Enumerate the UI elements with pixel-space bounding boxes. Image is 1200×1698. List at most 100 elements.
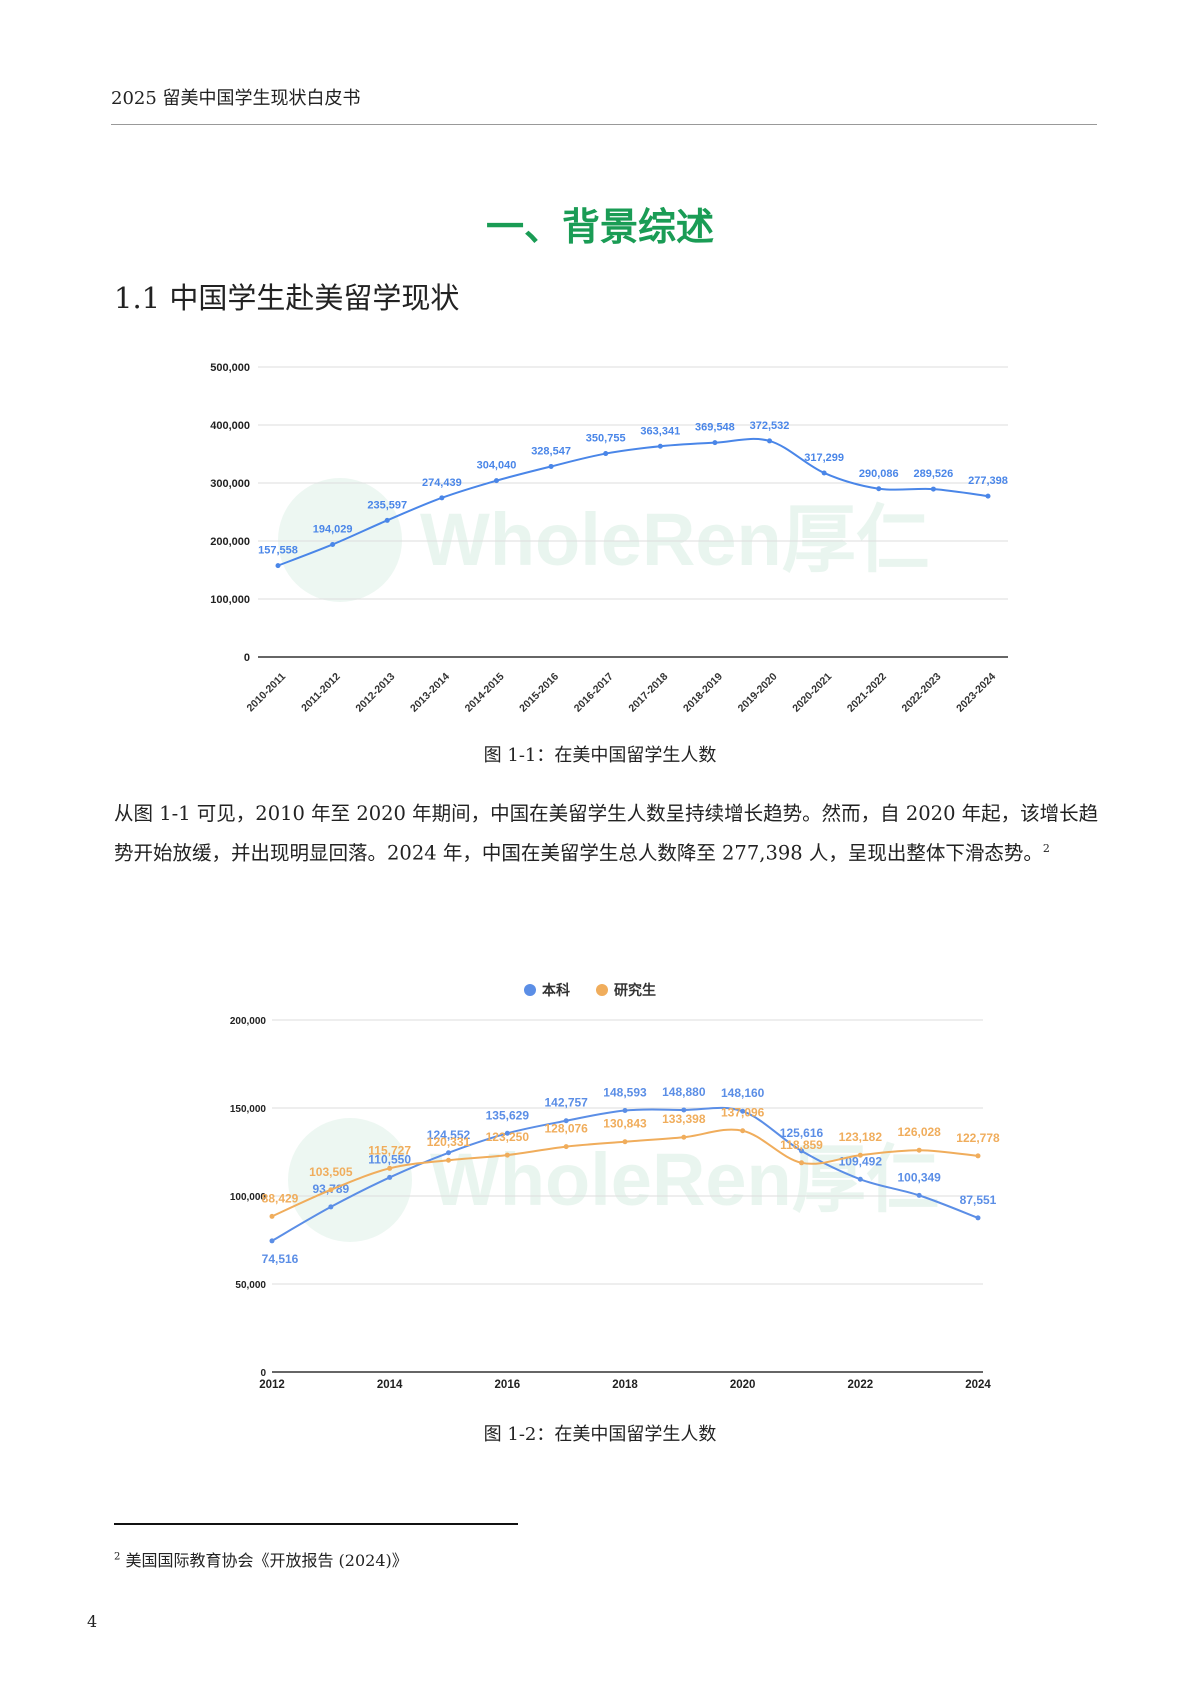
data-label: 120,331 — [427, 1135, 471, 1149]
y-tick-label: 100,000 — [210, 594, 250, 606]
data-label: 133,398 — [662, 1112, 706, 1126]
data-label: 123,182 — [839, 1130, 883, 1144]
data-point — [269, 1213, 275, 1219]
data-point — [446, 1157, 451, 1163]
data-point — [387, 1174, 393, 1180]
x-tick-label: 2022-2023 — [900, 671, 944, 715]
data-point — [681, 1107, 687, 1113]
data-label: 122,778 — [956, 1131, 1000, 1145]
data-point — [504, 1152, 510, 1158]
data-label: 130,843 — [603, 1117, 647, 1131]
data-label: 142,757 — [544, 1096, 588, 1110]
x-tick-label: 2013-2014 — [408, 671, 452, 715]
data-point — [563, 1118, 569, 1124]
body-paragraph: 从图 1-1 可见，2010 年至 2020 年期间，中国在美留学生人数呈持续增… — [114, 796, 1099, 871]
x-tick-label: 2010-2011 — [245, 671, 289, 715]
x-tick-label: 2020 — [730, 1379, 756, 1391]
chapter-title: 一、背景综述 — [485, 205, 714, 249]
series-line — [277, 437, 989, 567]
x-tick-label: 2016 — [495, 1379, 521, 1391]
data-label: 115,727 — [368, 1143, 411, 1157]
x-tick-label: 2020-2021 — [790, 671, 834, 715]
y-tick-label: 0 — [244, 652, 250, 664]
data-label: 88,429 — [262, 1191, 299, 1205]
data-point — [328, 1204, 334, 1210]
data-label: 369,548 — [695, 422, 735, 434]
x-tick-label: 2018 — [612, 1379, 638, 1391]
x-tick-label: 2015-2016 — [517, 671, 561, 715]
figure2-caption: 图 1-2：在美中国留学生人数 — [483, 1424, 717, 1445]
data-label: 148,593 — [603, 1085, 647, 1099]
y-tick-label: 100,000 — [230, 1192, 267, 1203]
y-tick-label: 0 — [260, 1368, 266, 1379]
x-tick-label: 2024 — [965, 1379, 991, 1391]
footnote-number: 2 — [114, 1551, 121, 1563]
data-label: 277,398 — [968, 475, 1008, 487]
watermark-logo — [278, 478, 402, 602]
data-label: 125,616 — [780, 1126, 824, 1140]
watermark-text: WholeRen厚仁 — [420, 498, 930, 581]
x-tick-label: 2022 — [848, 1379, 874, 1391]
data-label: 157,558 — [258, 545, 298, 557]
data-point — [563, 1144, 569, 1150]
data-point — [799, 1160, 804, 1166]
chart-degree-students: WholeRen厚仁 0 50,000 100,000 150,000 200,000 20… — [230, 982, 1000, 1391]
data-label: 235,597 — [367, 499, 407, 511]
footnote-ref[interactable]: 2 — [1042, 842, 1050, 855]
x-tick-label: 2014 — [377, 1379, 403, 1391]
page-number: 4 — [87, 1612, 98, 1631]
data-label: 103,505 — [309, 1165, 353, 1179]
footnote: 2 美国国际教育协会《开放报告 (2024)》 — [114, 1547, 408, 1571]
data-point — [975, 1153, 981, 1159]
data-point — [681, 1134, 687, 1140]
data-label: 124,552 — [427, 1128, 471, 1142]
data-label: 363,341 — [640, 425, 680, 437]
x-tick-label: 2012 — [259, 1379, 285, 1391]
x-tick-label: 2017-2018 — [626, 671, 670, 715]
data-point — [712, 440, 718, 446]
data-point — [603, 451, 609, 457]
paragraph-text: 从图 1-1 可见，2010 年至 2020 年期间，中国在美留学生人数呈持续增… — [114, 802, 1099, 865]
y-tick-label: 50,000 — [235, 1280, 266, 1291]
x-tick-label: 2019-2020 — [736, 671, 780, 715]
section-title: 1.1 中国学生赴美留学现状 — [114, 281, 460, 315]
x-tick-label: 2011-2012 — [299, 671, 343, 715]
data-point — [767, 438, 773, 444]
data-label: 87,551 — [960, 1193, 997, 1207]
data-point — [622, 1107, 628, 1113]
data-point — [916, 1147, 922, 1153]
legend-swatch — [596, 984, 608, 996]
data-point — [916, 1192, 922, 1198]
data-label: 317,299 — [804, 452, 844, 464]
data-point — [269, 1238, 275, 1244]
x-tick-label: 2018-2019 — [681, 671, 725, 715]
data-point — [657, 443, 663, 449]
data-label: 304,040 — [477, 460, 517, 472]
legend-label: 研究生 — [614, 982, 656, 998]
legend-label: 本科 — [542, 982, 570, 998]
data-point — [504, 1130, 510, 1136]
data-point — [740, 1128, 746, 1134]
x-tick-label: 2014-2015 — [463, 671, 507, 715]
data-point — [446, 1150, 451, 1156]
y-tick-label: 400,000 — [210, 420, 250, 432]
header-rule — [111, 124, 1097, 125]
footnote-rule — [114, 1523, 518, 1525]
data-point — [493, 478, 499, 484]
data-label: 194,029 — [313, 523, 353, 535]
data-point — [548, 463, 554, 469]
data-label: 148,160 — [721, 1086, 765, 1100]
data-point — [930, 486, 936, 492]
figure1-caption: 图 1-1：在美中国留学生人数 — [483, 745, 717, 766]
data-point — [740, 1108, 746, 1114]
footnote-text: 美国国际教育协会《开放报告 (2024)》 — [125, 1551, 408, 1570]
data-label: 372,532 — [750, 420, 790, 432]
y-tick-label: 500,000 — [210, 362, 250, 374]
y-tick-label: 200,000 — [230, 1016, 267, 1027]
data-point — [857, 1152, 863, 1158]
data-label: 128,076 — [544, 1122, 588, 1136]
y-tick-label: 300,000 — [210, 478, 250, 490]
x-tick-label: 2023-2024 — [954, 671, 998, 715]
data-point — [387, 1165, 393, 1171]
